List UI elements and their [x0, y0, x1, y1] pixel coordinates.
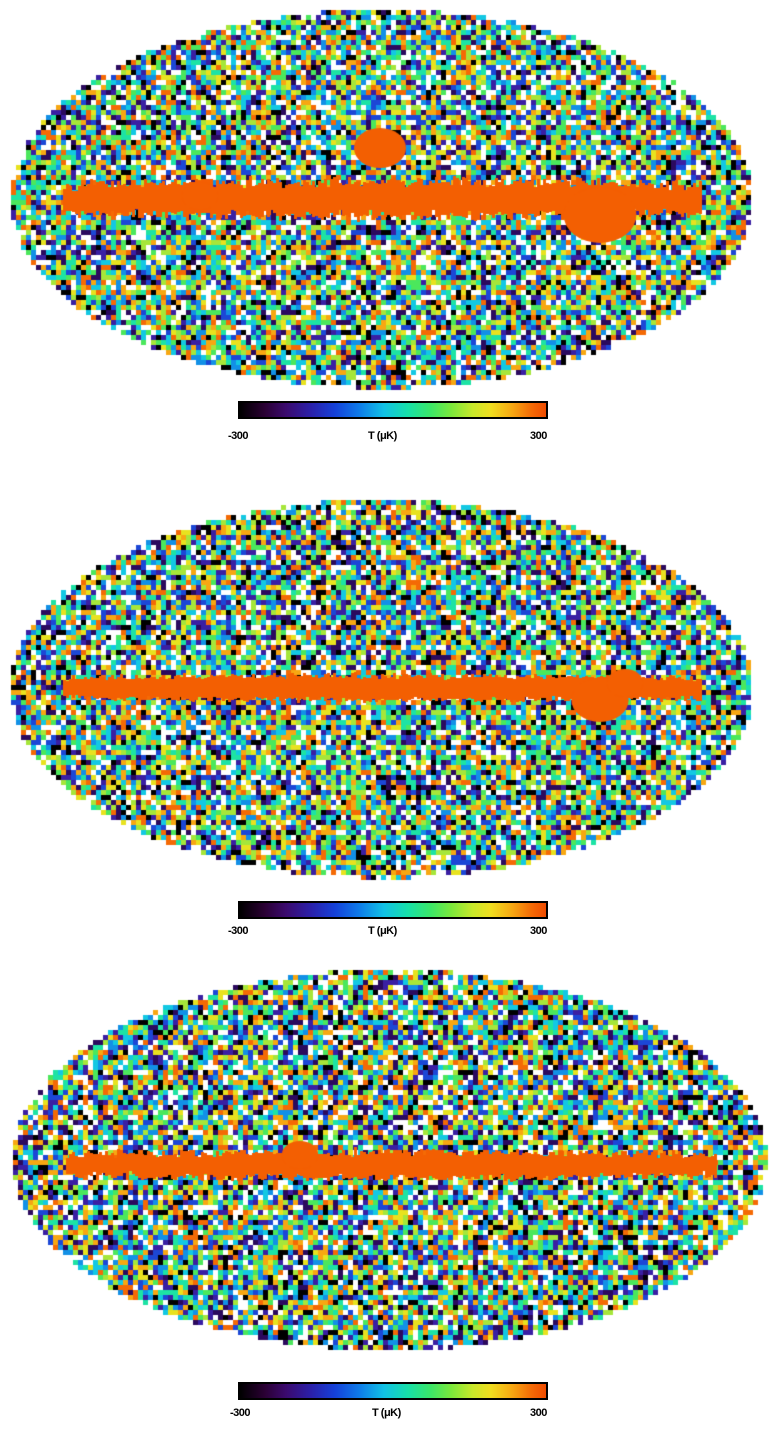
colorbar-axis-label: T (μK) [372, 1407, 401, 1419]
colorbar-min-label: -300 [228, 430, 249, 442]
colorbar-min-label: -300 [228, 925, 249, 937]
colorbar [238, 401, 548, 419]
sky-map-panel-2: -300 T (μK) 300 [0, 485, 769, 955]
mollweide-sky-map [0, 0, 769, 400]
colorbar-max-label: 300 [530, 430, 547, 442]
sky-map-panel-3: -300 T (μK) 300 [0, 960, 769, 1439]
mollweide-sky-map [0, 960, 769, 1370]
colorbar-axis-label: T (μK) [368, 430, 397, 442]
colorbar-axis-label: T (μK) [368, 925, 397, 937]
colorbar-min-label: -300 [230, 1407, 251, 1419]
colorbar-max-label: 300 [530, 925, 547, 937]
colorbar [238, 901, 548, 919]
mollweide-sky-map [0, 485, 769, 885]
colorbar [238, 1382, 548, 1400]
colorbar-max-label: 300 [530, 1407, 547, 1419]
sky-map-panel-1: -300 T (μK) 300 [0, 0, 769, 470]
